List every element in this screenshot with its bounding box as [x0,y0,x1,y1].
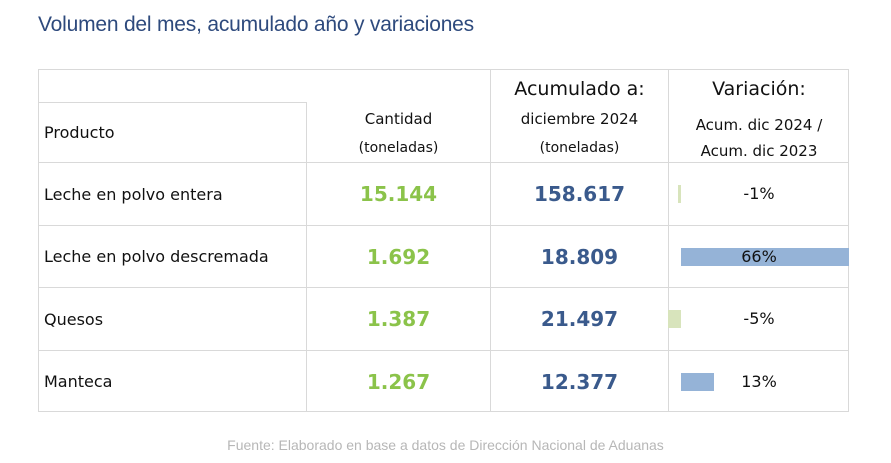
variation-bar [681,372,715,391]
page-title: Volumen del mes, acumulado año y variaci… [38,13,474,36]
table-row-producto: Leche en polvo entera [44,184,223,204]
variation-bar [668,310,681,328]
table-row-cantidad: 1.692 [366,244,431,269]
table-row-acumulado: 18.809 [540,244,619,269]
table-row-acumulado: 12.377 [540,369,619,394]
header-variacion-line1: Acum. dic 2024 / [695,116,823,134]
column-divider [668,70,669,412]
variation-label: -5% [743,309,775,328]
table-row-acumulado: 21.497 [540,307,619,331]
column-divider [490,70,491,412]
table-row-variacion: -1% [669,163,849,225]
variation-bar [678,185,681,203]
table-row-cantidad: 15.144 [359,182,438,206]
table-row-producto: Manteca [44,372,113,391]
header-cantidad-unit: (toneladas) [358,140,439,156]
data-table: Producto Cantidad (toneladas) Acumulado … [38,69,849,412]
source-footnote: Fuente: Elaborado en base a datos de Dir… [227,437,664,453]
variation-label: 13% [741,372,777,391]
table-row-cantidad: 1.387 [366,307,431,331]
variation-label: -1% [743,184,775,203]
variation-bar [681,247,849,266]
table-row-variacion: 13% [669,351,849,412]
header-producto: Producto [44,123,115,142]
table-row-cantidad: 1.267 [366,369,431,394]
table-row-variacion: 66% [669,226,849,287]
header-variacion-line2: Acum. dic 2023 [700,142,818,160]
row-divider [39,225,849,226]
table-row-producto: Leche en polvo descremada [44,247,269,266]
column-divider [306,102,307,412]
row-divider [39,350,849,351]
table-row-producto: Quesos [44,309,104,329]
header-divider [39,102,307,103]
row-divider [39,287,849,288]
table-row-acumulado: 158.617 [533,182,626,206]
variation-label: 66% [741,247,777,266]
table-row-variacion: -5% [668,288,849,350]
header-variacion: Variación: [712,78,806,100]
header-acumulado-period: diciembre 2024 [520,110,639,128]
header-acumulado: Acumulado a: [514,78,645,100]
row-divider [39,162,849,163]
header-cantidad: Cantidad [364,110,433,128]
header-acumulado-unit: (toneladas) [539,140,620,156]
